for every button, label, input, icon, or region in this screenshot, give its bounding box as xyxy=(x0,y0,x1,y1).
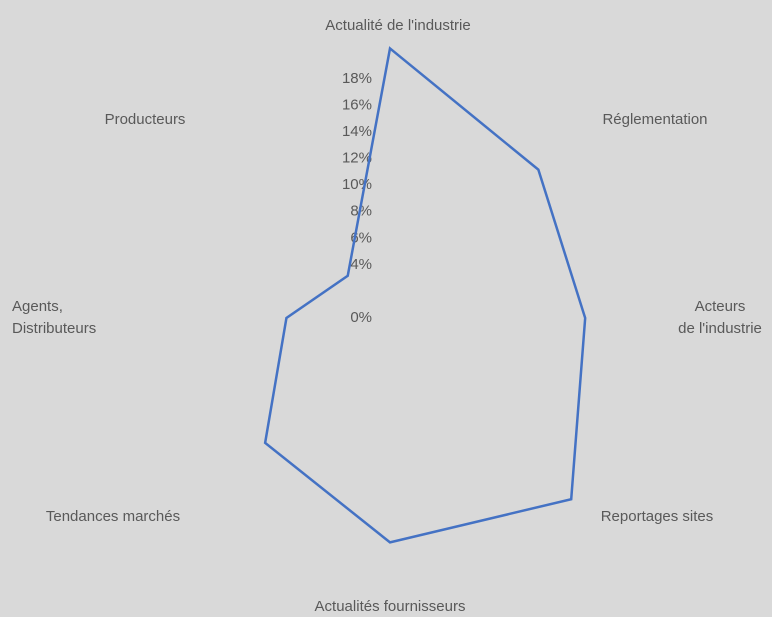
series-line xyxy=(263,46,587,544)
category-label: Agents, Distributeurs xyxy=(12,298,96,337)
category-label: Reportages sites xyxy=(601,508,714,525)
r-tick-label: 18% xyxy=(342,70,372,87)
category-label: Actualités fournisseurs xyxy=(315,598,466,615)
category-label: Acteurs de l'industrie xyxy=(678,298,762,337)
r-tick-label: 8% xyxy=(350,203,372,220)
r-tick-label: 16% xyxy=(342,97,372,114)
category-label: Tendances marchés xyxy=(46,508,180,525)
category-label: Producteurs xyxy=(105,111,186,128)
r-tick-label: 0% xyxy=(350,309,372,326)
r-tick-label: 10% xyxy=(342,176,372,193)
category-label: Actualité de l'industrie xyxy=(325,17,470,34)
r-tick-label: 14% xyxy=(342,123,372,140)
category-label: Réglementation xyxy=(602,111,707,128)
r-tick-label: 4% xyxy=(350,256,372,273)
r-tick-label: 12% xyxy=(342,150,372,167)
